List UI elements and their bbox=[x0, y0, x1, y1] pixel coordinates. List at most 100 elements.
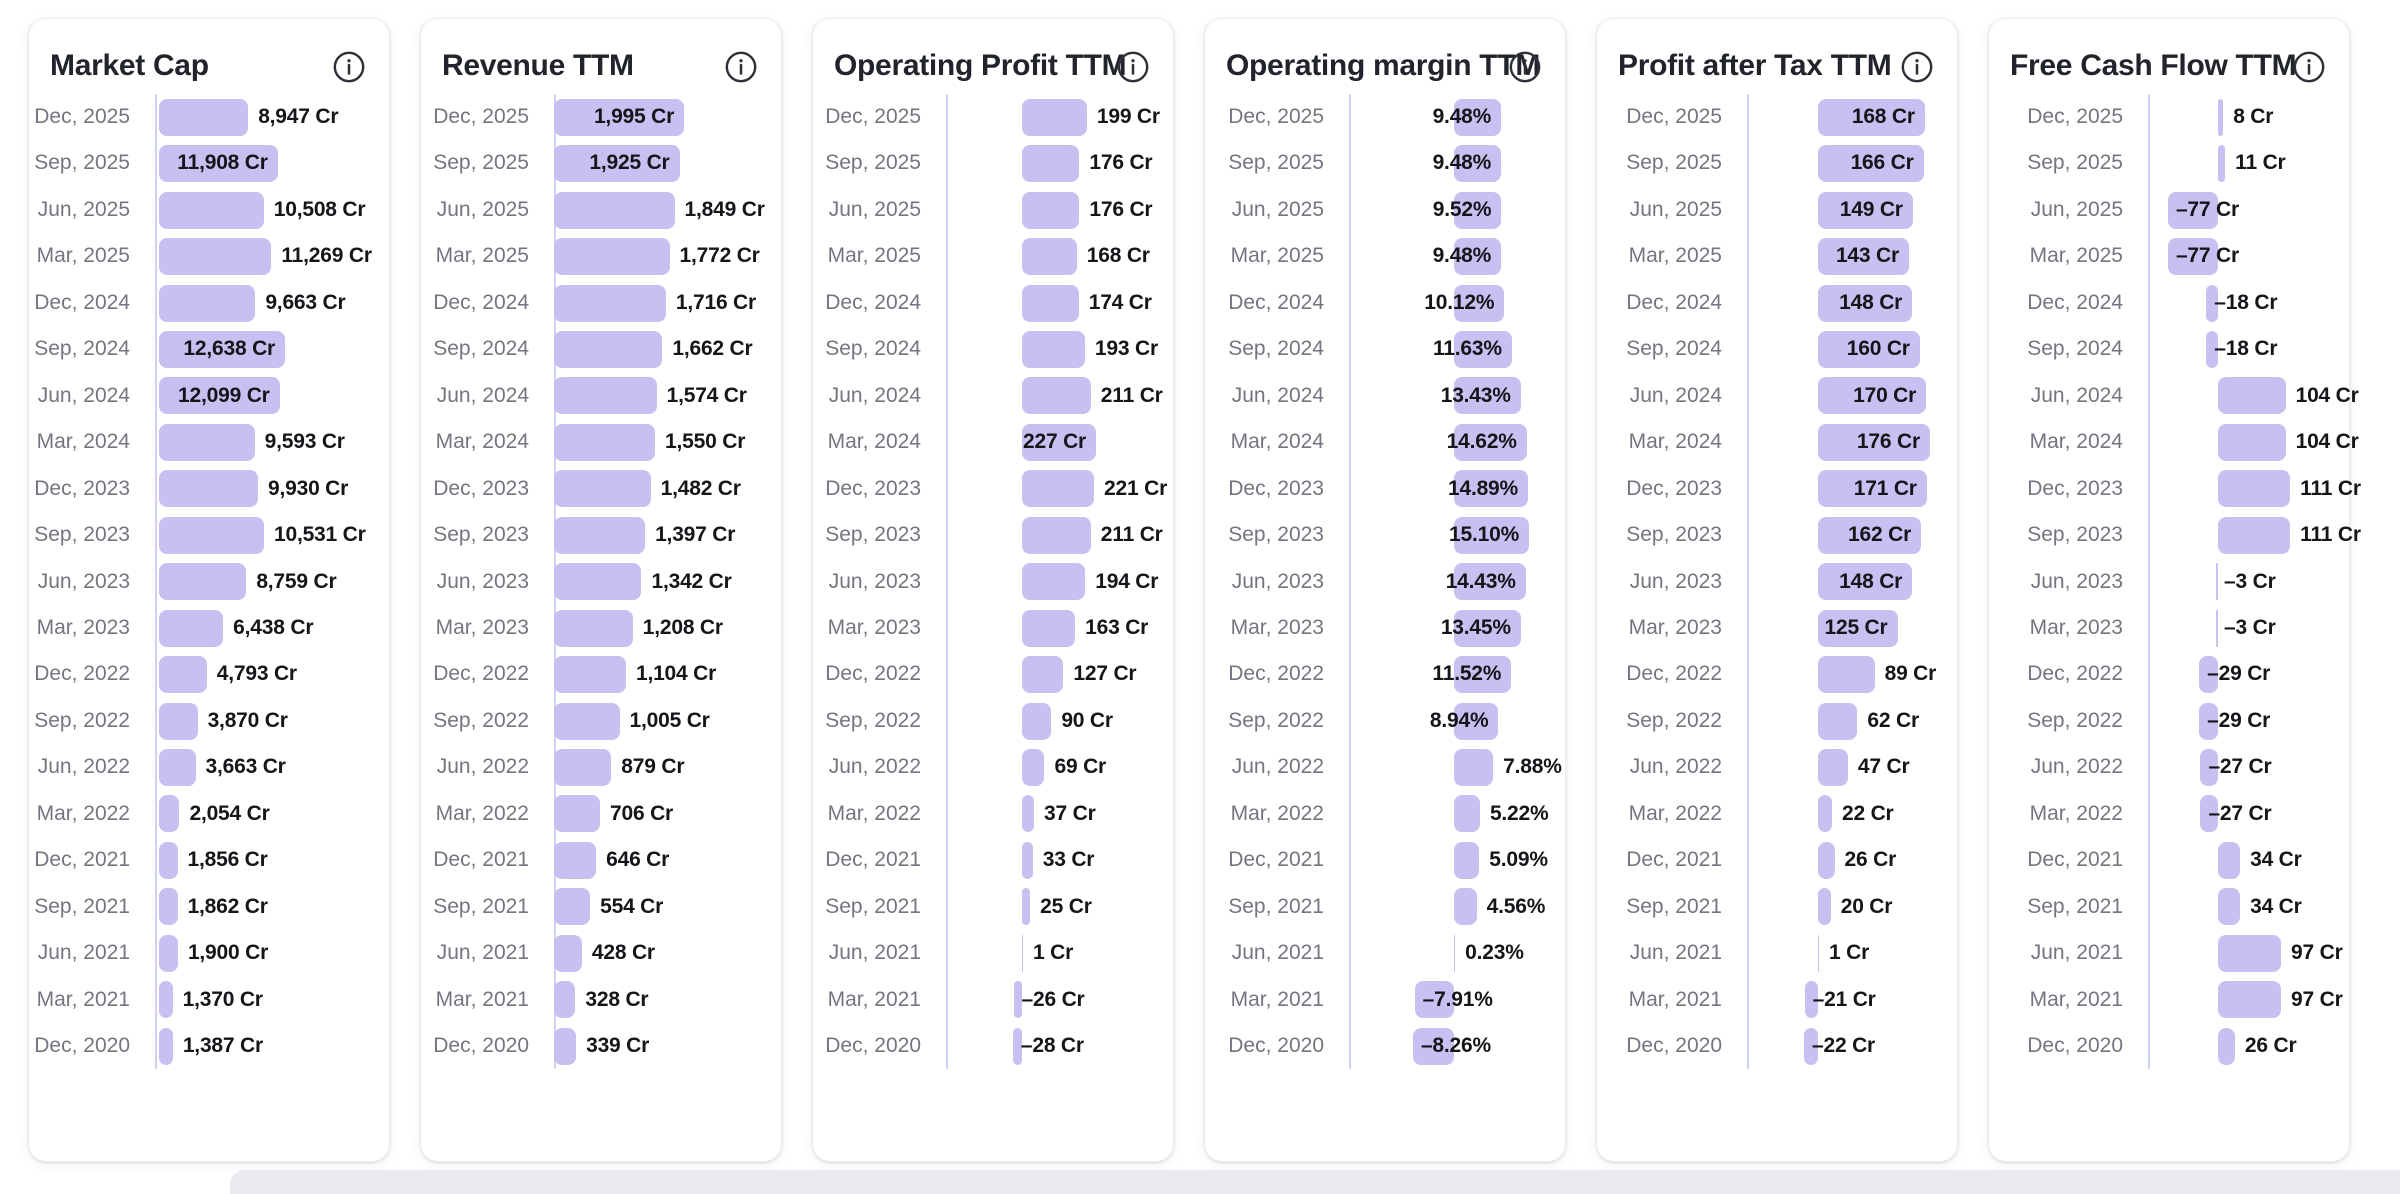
bar[interactable] bbox=[1454, 330, 1512, 368]
bar[interactable] bbox=[1454, 749, 1494, 787]
bar[interactable] bbox=[159, 749, 196, 787]
bar[interactable] bbox=[159, 330, 285, 368]
bar[interactable] bbox=[554, 656, 626, 694]
bar[interactable] bbox=[159, 609, 224, 647]
bar[interactable] bbox=[554, 516, 646, 554]
bar[interactable] bbox=[554, 609, 633, 647]
bar[interactable] bbox=[1454, 377, 1521, 415]
info-icon[interactable] bbox=[1115, 49, 1151, 85]
bar[interactable] bbox=[554, 470, 651, 508]
bar[interactable] bbox=[1454, 98, 1502, 136]
bar[interactable] bbox=[1012, 1027, 1022, 1065]
bar[interactable] bbox=[1022, 749, 1045, 787]
bar[interactable] bbox=[1818, 423, 1930, 461]
bar[interactable] bbox=[1454, 656, 1512, 694]
bar[interactable] bbox=[1804, 981, 1818, 1019]
bar[interactable] bbox=[1013, 981, 1022, 1019]
bar[interactable] bbox=[1454, 516, 1530, 554]
bar[interactable] bbox=[554, 702, 620, 740]
bar[interactable] bbox=[1414, 981, 1454, 1019]
bar[interactable] bbox=[1818, 238, 1909, 276]
bar[interactable] bbox=[1818, 470, 1927, 508]
bar[interactable] bbox=[1818, 563, 1913, 601]
bar[interactable] bbox=[1818, 841, 1835, 879]
bar[interactable] bbox=[2216, 563, 2218, 601]
bar[interactable] bbox=[554, 563, 642, 601]
bar[interactable] bbox=[1818, 191, 1913, 229]
bar[interactable] bbox=[159, 841, 178, 879]
bar[interactable] bbox=[2218, 934, 2282, 972]
bar[interactable] bbox=[554, 191, 675, 229]
bar[interactable] bbox=[554, 795, 601, 833]
bar[interactable] bbox=[1818, 888, 1831, 926]
bar[interactable] bbox=[2218, 841, 2241, 879]
bar[interactable] bbox=[2206, 330, 2218, 368]
bar[interactable] bbox=[1454, 609, 1521, 647]
bar[interactable] bbox=[2200, 749, 2218, 787]
bar[interactable] bbox=[554, 841, 597, 879]
bar[interactable] bbox=[1022, 563, 1086, 601]
bar[interactable] bbox=[1454, 702, 1499, 740]
bar[interactable] bbox=[554, 888, 591, 926]
bar[interactable] bbox=[1022, 238, 1077, 276]
bar[interactable] bbox=[159, 377, 280, 415]
bar[interactable] bbox=[2218, 888, 2241, 926]
bar[interactable] bbox=[2206, 284, 2218, 322]
bar[interactable] bbox=[1818, 330, 1920, 368]
bar[interactable] bbox=[554, 330, 663, 368]
bar[interactable] bbox=[1022, 888, 1031, 926]
bar[interactable] bbox=[1454, 470, 1528, 508]
bar[interactable] bbox=[1818, 795, 1832, 833]
bar[interactable] bbox=[2218, 981, 2282, 1019]
bar[interactable] bbox=[1818, 656, 1875, 694]
bar[interactable] bbox=[2167, 238, 2218, 276]
bar[interactable] bbox=[1454, 191, 1502, 229]
bar[interactable] bbox=[1818, 749, 1848, 787]
info-icon[interactable] bbox=[1899, 49, 1935, 85]
bar[interactable] bbox=[1454, 145, 1502, 183]
bar[interactable] bbox=[1022, 841, 1033, 879]
bar[interactable] bbox=[159, 981, 173, 1019]
bar[interactable] bbox=[1454, 238, 1502, 276]
bar[interactable] bbox=[1022, 702, 1052, 740]
bar[interactable] bbox=[1022, 795, 1035, 833]
bar[interactable] bbox=[554, 934, 582, 972]
bar[interactable] bbox=[1022, 609, 1076, 647]
bar[interactable] bbox=[159, 1027, 173, 1065]
bar[interactable] bbox=[159, 934, 178, 972]
bar[interactable] bbox=[1454, 934, 1456, 972]
bar[interactable] bbox=[1818, 284, 1913, 322]
bar[interactable] bbox=[159, 238, 272, 276]
info-icon[interactable] bbox=[1507, 49, 1543, 85]
info-icon[interactable] bbox=[2291, 49, 2327, 85]
bar[interactable] bbox=[2218, 516, 2291, 554]
bar[interactable] bbox=[159, 702, 198, 740]
bar[interactable] bbox=[554, 981, 576, 1019]
bar[interactable] bbox=[554, 749, 612, 787]
bar[interactable] bbox=[1454, 841, 1480, 879]
bar[interactable] bbox=[554, 98, 685, 136]
bar[interactable] bbox=[159, 145, 278, 183]
bar[interactable] bbox=[159, 888, 178, 926]
bar[interactable] bbox=[1818, 377, 1927, 415]
bar[interactable] bbox=[1454, 284, 1505, 322]
bar[interactable] bbox=[2199, 656, 2218, 694]
bar[interactable] bbox=[554, 284, 666, 322]
bar[interactable] bbox=[159, 563, 247, 601]
bar[interactable] bbox=[2199, 702, 2218, 740]
bar[interactable] bbox=[554, 423, 656, 461]
bar[interactable] bbox=[2200, 795, 2218, 833]
bar[interactable] bbox=[2218, 145, 2226, 183]
bar[interactable] bbox=[1818, 516, 1922, 554]
bar[interactable] bbox=[1022, 423, 1096, 461]
bar[interactable] bbox=[554, 1027, 577, 1065]
bar[interactable] bbox=[159, 98, 249, 136]
bar[interactable] bbox=[1022, 191, 1080, 229]
info-icon[interactable] bbox=[723, 49, 759, 85]
bar[interactable] bbox=[159, 470, 258, 508]
bar[interactable] bbox=[1818, 702, 1858, 740]
bar[interactable] bbox=[1818, 98, 1925, 136]
bar[interactable] bbox=[554, 145, 680, 183]
bar[interactable] bbox=[2167, 191, 2218, 229]
bar[interactable] bbox=[159, 795, 180, 833]
